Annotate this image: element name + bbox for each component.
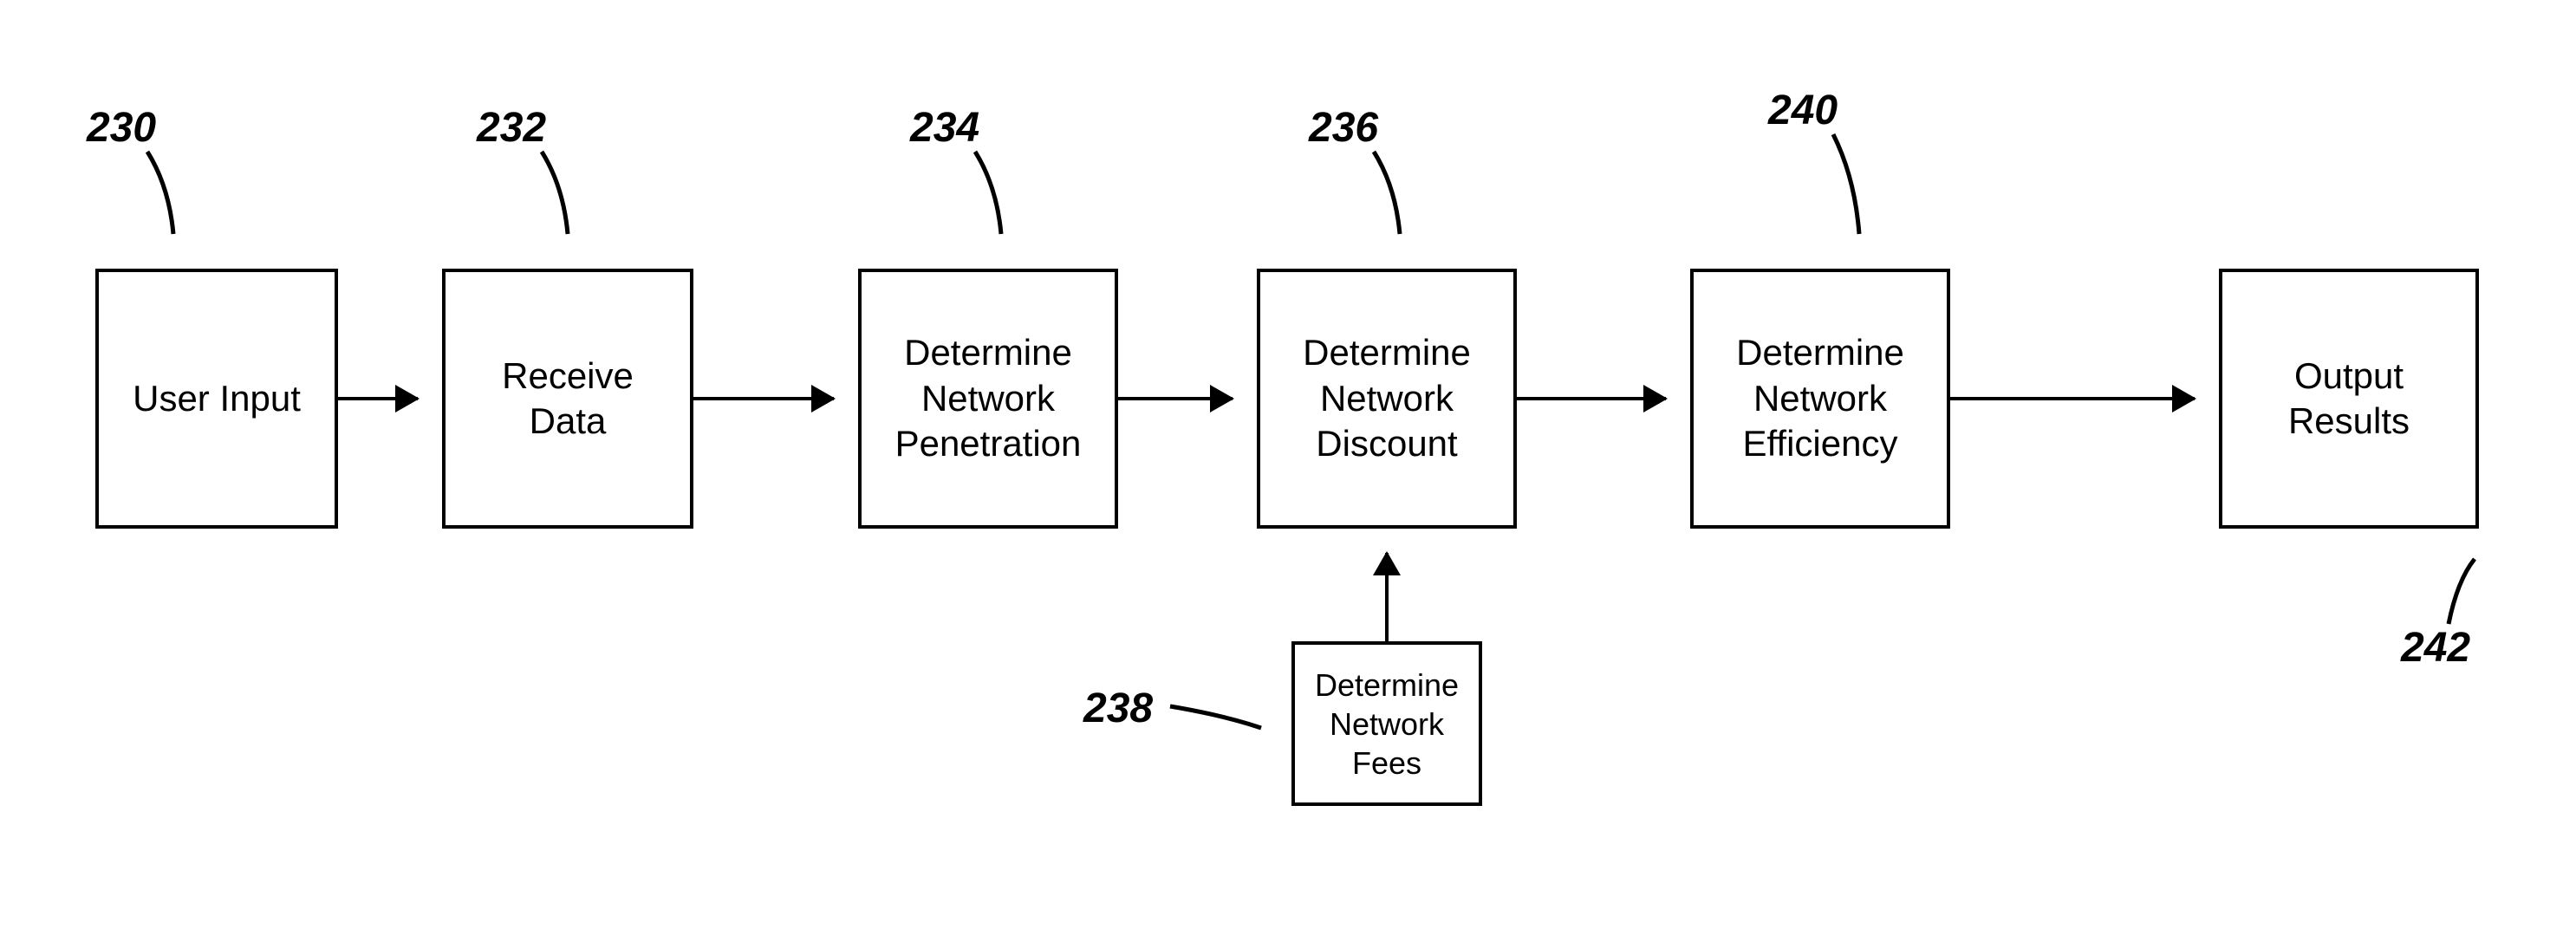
box-output-results-text: OutputResults	[2288, 354, 2410, 445]
arrow-3	[1118, 397, 1233, 400]
box-net-penetration: DetermineNetworkPenetration	[858, 269, 1118, 529]
arrow-2	[693, 397, 834, 400]
arrow-4	[1517, 397, 1666, 400]
ref-234: 234	[910, 104, 979, 152]
ref-232: 232	[477, 104, 546, 152]
ref-230: 230	[87, 104, 156, 152]
ref-240: 240	[1768, 87, 1838, 134]
box-net-penetration-text: DetermineNetworkPenetration	[895, 330, 1082, 467]
arrow-v-fees	[1385, 553, 1389, 641]
box-net-efficiency-text: DetermineNetworkEfficiency	[1736, 330, 1904, 467]
box-net-discount-text: DetermineNetworkDiscount	[1303, 330, 1471, 467]
box-receive-data-text: ReceiveData	[502, 354, 634, 445]
box-receive-data: ReceiveData	[442, 269, 693, 529]
box-user-input-text: User Input	[133, 376, 301, 422]
box-net-discount: DetermineNetworkDiscount	[1257, 269, 1517, 529]
ref-238: 238	[1083, 685, 1153, 732]
box-output-results: OutputResults	[2219, 269, 2479, 529]
ref-242: 242	[2401, 624, 2470, 672]
box-net-fees: DetermineNetworkFees	[1291, 641, 1482, 806]
box-user-input: User Input	[95, 269, 338, 529]
box-net-fees-text: DetermineNetworkFees	[1315, 666, 1459, 783]
ref-236: 236	[1309, 104, 1378, 152]
arrow-5	[1950, 397, 2195, 400]
arrow-1	[338, 397, 418, 400]
box-net-efficiency: DetermineNetworkEfficiency	[1690, 269, 1950, 529]
